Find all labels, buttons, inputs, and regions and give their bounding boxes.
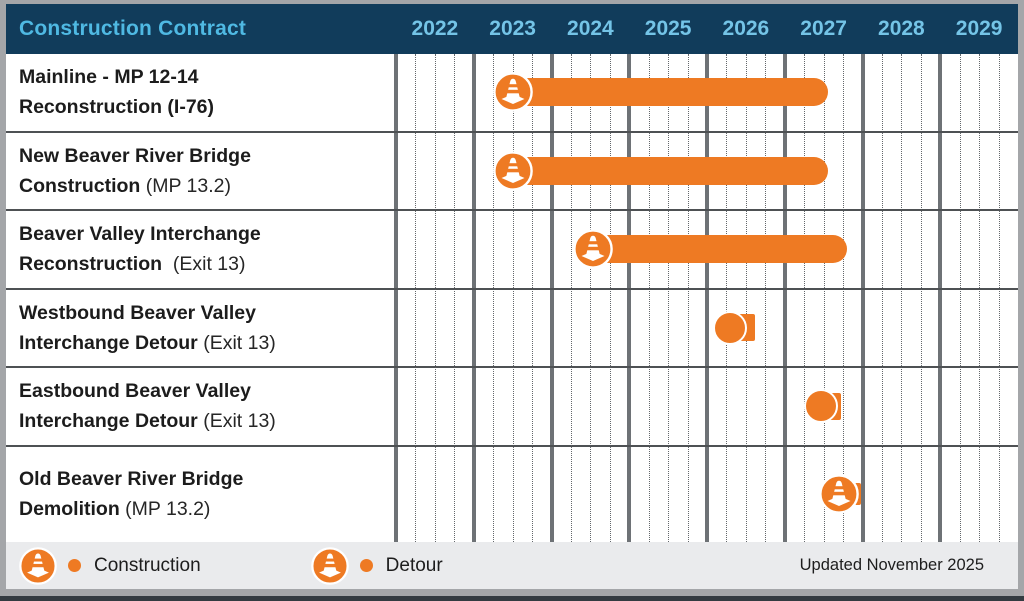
quarter-gridline — [512, 54, 514, 542]
timeline-track — [396, 54, 1018, 131]
row-label-line1: Westbound Beaver Valley — [19, 301, 256, 324]
row-label-line2: Interchange Detour (Exit 13) — [19, 331, 276, 354]
row-label-line2: Demolition (MP 13.2) — [19, 498, 211, 520]
quarter-gridline — [901, 54, 903, 542]
gantt-row-old-bridge-demolition: Old Beaver River Bridge Demolition (MP 1… — [6, 447, 1018, 542]
year-tick-2028: 2028 — [878, 17, 925, 40]
quarter-gridline — [532, 54, 534, 542]
quarter-gridline — [765, 54, 767, 542]
quarter-gridline — [648, 54, 650, 542]
row-label-line2: Construction (MP 13.2) — [19, 174, 232, 197]
quarter-gridline — [668, 54, 670, 542]
year-tick-2029: 2029 — [955, 17, 1003, 40]
row-label-line1: New Beaver River Bridge — [19, 144, 251, 167]
construction-bar — [496, 78, 828, 107]
grid-layer — [394, 54, 1018, 542]
year-tick-2027: 2027 — [800, 17, 847, 40]
row-label: Beaver Valley Interchange Reconstruction… — [6, 211, 396, 288]
year-tick-2026: 2026 — [722, 17, 770, 40]
year-tick-2022: 2022 — [411, 17, 459, 40]
quarter-gridline — [979, 54, 981, 542]
row-label-line2: Reconstruction (I-76) — [19, 96, 215, 119]
chart-title: Construction Contract — [19, 17, 247, 40]
quarter-gridline — [726, 54, 728, 542]
quarter-gridline — [745, 54, 747, 542]
row-label-line1: Eastbound Beaver Valley — [19, 380, 251, 403]
quarter-gridline — [843, 54, 845, 542]
quarter-gridline — [609, 54, 611, 542]
gantt-row-interchange: Beaver Valley Interchange Reconstruction… — [6, 211, 1018, 290]
construction-bar — [496, 156, 828, 185]
quarter-gridline — [590, 54, 592, 542]
timeline-track — [396, 290, 1018, 367]
quarter-gridline — [823, 54, 825, 542]
year-gridline — [938, 54, 943, 542]
year-tick-2024: 2024 — [567, 17, 614, 40]
traffic-cone-icon — [311, 547, 349, 585]
cone-marker-icon — [493, 72, 533, 112]
construction-schedule-chart: Construction Contract 2022 2023 2024 202… — [6, 4, 1018, 589]
year-gridline — [705, 54, 709, 542]
quarter-gridline — [493, 54, 495, 542]
detour-dot-marker — [804, 389, 839, 424]
cone-marker-icon — [493, 151, 533, 191]
year-gridline — [782, 54, 787, 542]
quarter-gridline — [570, 54, 572, 542]
year-tick-2025: 2025 — [644, 17, 692, 40]
year-gridline — [627, 54, 632, 542]
gantt-row-new-bridge: New Beaver River Bridge Construction (MP… — [6, 133, 1018, 211]
chart-header: Construction Contract 2022 2023 2024 202… — [6, 4, 1018, 54]
detour-dot-icon — [359, 559, 373, 572]
quarter-gridline — [920, 54, 922, 542]
row-label: Mainline - MP 12-14 Reconstruction (I-76… — [6, 54, 396, 131]
row-label-line2: Reconstruction (Exit 13) — [19, 253, 246, 276]
quarter-gridline — [415, 54, 417, 542]
gantt-row-westbound-detour: Westbound Beaver Valley Interchange Deto… — [6, 290, 1018, 368]
cone-marker-icon — [819, 474, 859, 514]
year-gridline — [860, 54, 865, 542]
gantt-row-eastbound-detour: Eastbound Beaver Valley Interchange Deto… — [6, 368, 1018, 447]
row-label-line1: Old Beaver River Bridge — [19, 468, 244, 490]
bottom-shadow — [0, 596, 1024, 601]
row-label: Westbound Beaver Valley Interchange Deto… — [6, 290, 396, 367]
quarter-gridline — [454, 54, 456, 542]
year-axis: 2022 2023 2024 2025 2026 2027 2028 2029 — [396, 4, 1018, 54]
timeline-track — [396, 211, 1018, 288]
gantt-rows: Mainline - MP 12-14 Reconstruction (I-76… — [6, 54, 1018, 542]
legend-detour-label: Detour — [385, 554, 443, 576]
detour-dot-marker — [713, 310, 748, 345]
timeline-track — [396, 368, 1018, 445]
construction-bar — [576, 235, 847, 264]
quarter-gridline — [998, 54, 1000, 542]
gantt-row-mainline: Mainline - MP 12-14 Reconstruction (I-76… — [6, 54, 1018, 133]
quarter-gridline — [434, 54, 436, 542]
timeline-track — [396, 133, 1018, 210]
quarter-gridline — [687, 54, 689, 542]
traffic-cone-icon — [19, 547, 57, 585]
quarter-gridline — [959, 54, 961, 542]
row-label: Old Beaver River Bridge Demolition (MP 1… — [6, 447, 396, 542]
updated-date-label: Updated November 2025 — [799, 556, 984, 574]
quarter-gridline — [881, 54, 883, 542]
cone-marker-icon — [573, 229, 613, 269]
row-label-line1: Beaver Valley Interchange — [19, 223, 261, 246]
row-label: New Beaver River Bridge Construction (MP… — [6, 133, 396, 210]
year-gridline — [549, 54, 554, 542]
legend: Construction Detour Updated November 202… — [6, 542, 1018, 589]
timeline-track — [396, 447, 1018, 542]
row-label: Eastbound Beaver Valley Interchange Deto… — [6, 368, 396, 445]
legend-construction-label: Construction — [94, 554, 201, 576]
year-gridline — [394, 54, 398, 542]
year-gridline — [471, 54, 476, 542]
year-tick-2023: 2023 — [489, 17, 536, 40]
construction-dot-icon — [68, 559, 81, 572]
row-label-line2: Interchange Detour (Exit 13) — [19, 410, 276, 433]
row-label-line1: Mainline - MP 12-14 — [19, 66, 199, 89]
quarter-gridline — [804, 54, 806, 542]
